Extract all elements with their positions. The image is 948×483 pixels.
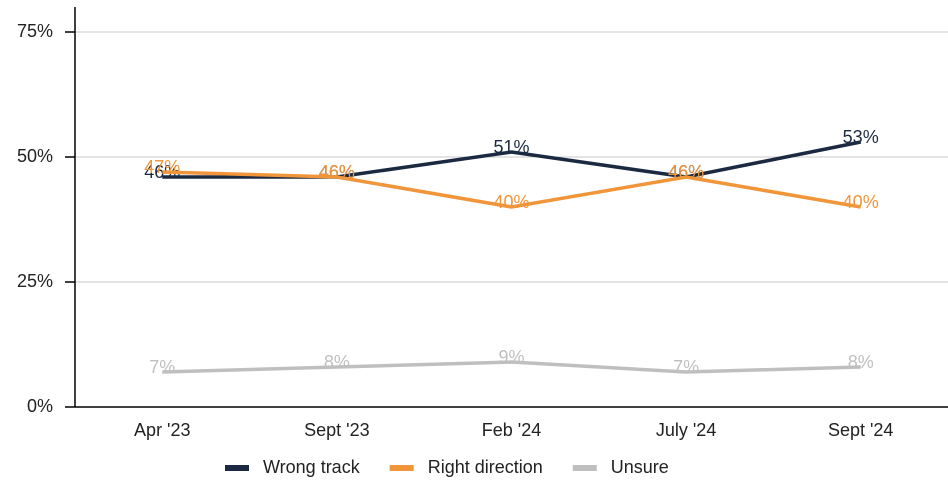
- y-tick-label: 50%: [17, 146, 53, 166]
- data-label: 46%: [668, 162, 704, 182]
- data-label: 7%: [149, 357, 175, 377]
- x-tick-label: Apr '23: [134, 420, 190, 440]
- data-label: 46%: [319, 162, 355, 182]
- data-label: 47%: [144, 157, 180, 177]
- series-line: [162, 360, 861, 374]
- data-label: 9%: [498, 347, 524, 367]
- legend-label: Wrong track: [263, 457, 361, 477]
- series-line: [162, 170, 861, 209]
- x-tick-label: July '24: [656, 420, 716, 440]
- data-label: 46%: [668, 162, 704, 182]
- data-label: 40%: [843, 192, 879, 212]
- data-label: 7%: [673, 357, 699, 377]
- data-label: 46%: [144, 162, 180, 182]
- legend-label: Right direction: [428, 457, 543, 477]
- x-tick-label: Sept '23: [304, 420, 370, 440]
- data-label: 8%: [848, 352, 874, 372]
- y-tick-label: 0%: [27, 396, 53, 416]
- data-label: 53%: [843, 127, 879, 147]
- data-label: 8%: [324, 352, 350, 372]
- legend-label: Unsure: [611, 457, 669, 477]
- x-tick-label: Feb '24: [482, 420, 541, 440]
- data-label: 40%: [493, 192, 529, 212]
- y-tick-label: 75%: [17, 21, 53, 41]
- x-tick-label: Sept '24: [828, 420, 894, 440]
- data-label: 51%: [493, 137, 529, 157]
- y-tick-label: 25%: [17, 271, 53, 291]
